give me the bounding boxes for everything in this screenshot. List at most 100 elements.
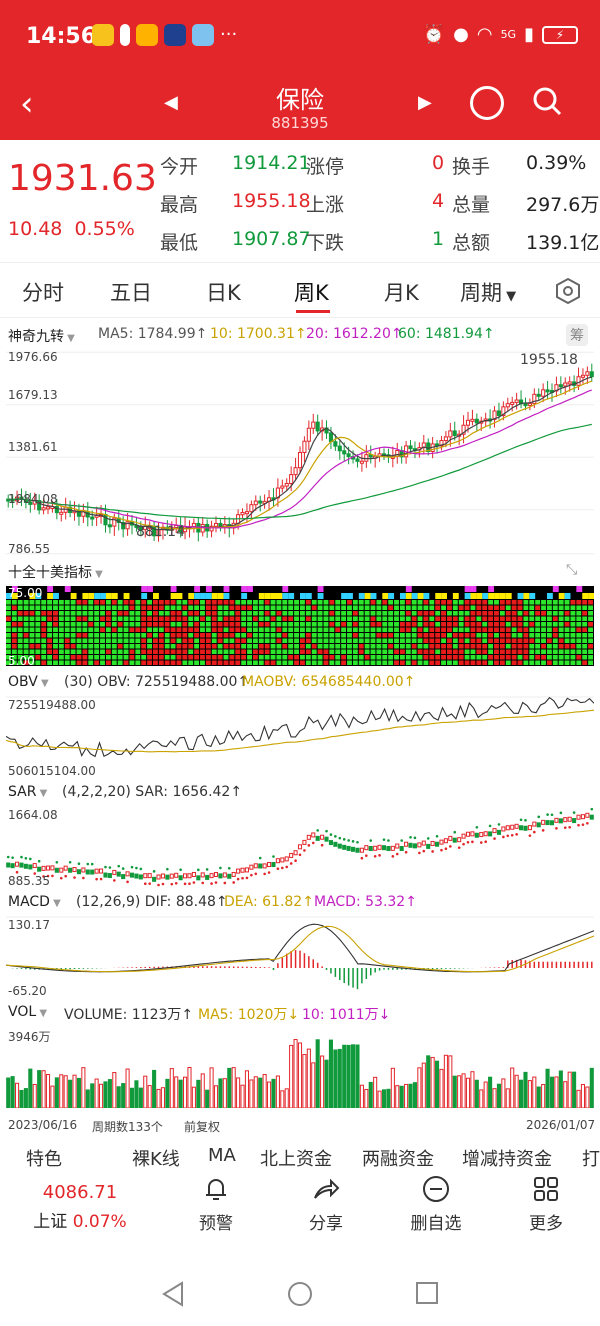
heatmap-cell bbox=[476, 627, 482, 632]
chart-area[interactable]: 神奇九转 ▼ MA5: 1784.99↑ 10: 1700.31↑ 20: 16… bbox=[0, 318, 600, 1138]
heatmap-cell bbox=[399, 611, 405, 616]
sar-dot bbox=[33, 872, 37, 875]
candlestick-chart[interactable] bbox=[6, 348, 594, 558]
heatmap-cell bbox=[288, 611, 294, 616]
alert-button[interactable]: 预警 bbox=[176, 1174, 256, 1234]
back-triangle-icon[interactable] bbox=[160, 1280, 186, 1308]
sar-candle bbox=[271, 862, 276, 868]
tool-northbound[interactable]: 北上资金 bbox=[260, 1149, 332, 1170]
heatmap-cell bbox=[147, 622, 152, 627]
tab-period[interactable]: 周期 ▼ bbox=[460, 277, 516, 307]
heatmap-cell bbox=[323, 622, 329, 627]
assistant-icon[interactable] bbox=[470, 86, 504, 120]
heatmap-cell bbox=[76, 600, 82, 605]
heatmap-cell bbox=[88, 633, 94, 638]
heatmap-cell bbox=[217, 655, 223, 660]
sar-candle bbox=[174, 872, 179, 878]
heatmap-cell bbox=[200, 611, 205, 616]
heatmap-cell bbox=[405, 660, 411, 665]
heatmap-cell bbox=[511, 605, 517, 610]
heatmap-cell bbox=[229, 616, 235, 621]
heatmap-cell bbox=[511, 622, 517, 627]
heatmap-cell bbox=[117, 660, 123, 665]
next-stock-icon[interactable]: ▶ bbox=[418, 92, 432, 113]
heatmap-cell bbox=[382, 633, 388, 638]
heatmap-cell bbox=[129, 622, 135, 627]
expand-icon[interactable]: ⤡ bbox=[566, 562, 578, 578]
sar-indicator-select[interactable]: SAR ▼ bbox=[8, 784, 47, 800]
recents-square-icon[interactable] bbox=[414, 1280, 440, 1306]
sar-dot bbox=[382, 838, 386, 841]
candle bbox=[589, 371, 594, 378]
sar-candle bbox=[209, 873, 214, 879]
macd-indicator-select[interactable]: MACD ▼ bbox=[8, 894, 61, 910]
remove-watchlist-button[interactable]: 删自选 bbox=[396, 1174, 476, 1234]
sar-dot bbox=[223, 881, 227, 885]
sar-dot bbox=[254, 872, 258, 876]
search-icon[interactable] bbox=[532, 86, 562, 116]
ma60-line bbox=[8, 423, 592, 520]
adjust-mode[interactable]: 前复权 bbox=[184, 1120, 221, 1134]
sar-candle bbox=[328, 840, 333, 846]
heatmap-cell bbox=[300, 655, 305, 660]
tool-ma[interactable]: MA bbox=[208, 1145, 236, 1166]
heatmap-band bbox=[399, 593, 406, 599]
heatmap-cell bbox=[558, 627, 564, 632]
chip-distribution-button[interactable]: 筹 bbox=[566, 324, 588, 346]
heatmap-cell bbox=[488, 627, 494, 632]
heatmap-cell bbox=[288, 660, 294, 665]
tool-bare-k[interactable]: 裸K线 bbox=[132, 1149, 180, 1170]
heatmap-cell bbox=[305, 605, 311, 610]
heatmap-cell bbox=[100, 611, 105, 616]
heatmap-cell bbox=[258, 633, 264, 638]
tool-holding-change[interactable]: 增减持资金 bbox=[462, 1149, 552, 1170]
heatmap-cell bbox=[570, 600, 576, 605]
back-icon[interactable]: ‹ bbox=[20, 84, 34, 124]
tab-daily-k[interactable]: 日K bbox=[206, 281, 241, 305]
main-indicator-select[interactable]: 神奇九转 ▼ bbox=[8, 326, 75, 346]
tab-monthly-k[interactable]: 月K bbox=[384, 281, 419, 305]
volume-bar bbox=[474, 1079, 479, 1108]
heatmap-cell bbox=[82, 638, 88, 643]
heatmap-cell bbox=[311, 622, 317, 627]
heatmap-cell bbox=[388, 638, 394, 643]
heatmap-cell bbox=[447, 644, 452, 649]
tool-margin[interactable]: 两融资金 bbox=[362, 1149, 434, 1170]
tab-five-day[interactable]: 五日 bbox=[110, 281, 152, 305]
home-circle-icon[interactable] bbox=[286, 1280, 314, 1308]
volume-bar bbox=[479, 1089, 484, 1108]
heatmap-cell bbox=[376, 633, 382, 638]
heatmap-band bbox=[476, 593, 483, 599]
heatmap-cell bbox=[529, 633, 535, 638]
tool-more[interactable]: 打 bbox=[582, 1149, 600, 1170]
share-button[interactable]: 分享 bbox=[286, 1174, 366, 1234]
heatmap-cell bbox=[11, 655, 17, 660]
panel2-indicator-select[interactable]: 十全十美指标 ▼ bbox=[8, 562, 103, 582]
heatmap-cell bbox=[64, 644, 70, 649]
more-button[interactable]: 更多 bbox=[506, 1174, 586, 1234]
obv-indicator-select[interactable]: OBV ▼ bbox=[8, 674, 49, 690]
sar-candle bbox=[99, 868, 104, 874]
candle bbox=[37, 500, 42, 511]
vol-indicator-select[interactable]: VOL ▼ bbox=[8, 1004, 47, 1020]
heatmap-cell bbox=[329, 644, 335, 649]
sar-dot bbox=[497, 823, 501, 826]
heatmap-cell bbox=[329, 616, 335, 621]
sar-dot bbox=[42, 875, 45, 878]
settings-hexagon-icon[interactable] bbox=[554, 277, 582, 305]
tool-special[interactable]: 特色 bbox=[26, 1149, 62, 1170]
heatmap-cell bbox=[117, 649, 123, 654]
last-price: 1931.63 bbox=[8, 158, 157, 199]
tab-weekly-k[interactable]: 周K bbox=[294, 281, 329, 305]
heatmap-cell bbox=[370, 649, 376, 654]
sar-dot bbox=[316, 829, 319, 832]
prev-stock-icon[interactable]: ◀ bbox=[164, 92, 178, 113]
heatmap-cell bbox=[170, 644, 176, 649]
heatmap-band bbox=[100, 593, 106, 599]
tab-intraday[interactable]: 分时 bbox=[22, 281, 64, 305]
heatmap-cell bbox=[194, 638, 200, 643]
sar-candle bbox=[85, 869, 90, 875]
index-ticker[interactable]: 4086.71 上证 0.07% bbox=[20, 1182, 140, 1232]
volume-bar bbox=[99, 1083, 104, 1108]
heatmap-cell bbox=[294, 622, 299, 627]
